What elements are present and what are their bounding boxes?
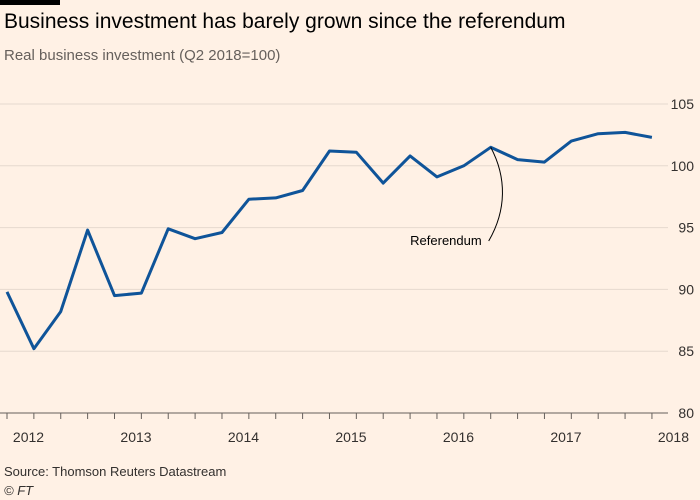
y-tick-label-95: 95 [678, 220, 694, 236]
source-note: Source: Thomson Reuters Datastream [4, 464, 227, 479]
x-tick-label-2012: 2012 [13, 429, 44, 445]
credit-note: © FT [4, 483, 34, 498]
y-tick-label-80: 80 [678, 405, 694, 421]
x-tick-label-2016: 2016 [443, 429, 474, 445]
line-chart: 80 85 90 95 100 105 2012 2013 2014 2015 2016 2017 20… [0, 96, 695, 445]
x-tick-label-2015: 2015 [335, 429, 366, 445]
x-tick-label-2014: 2014 [228, 429, 259, 445]
y-tick-label-105: 105 [671, 96, 695, 112]
x-tick-label-2013: 2013 [120, 429, 151, 445]
y-tick-label-85: 85 [678, 343, 694, 359]
y-tick-label-90: 90 [678, 281, 694, 297]
chart-title: Business investment has barely grown sin… [4, 10, 566, 33]
referendum-annotation: Referendum [410, 233, 482, 248]
y-tick-label-100: 100 [671, 158, 695, 174]
referendum-leader-line [488, 147, 503, 242]
x-tick-label-2018: 2018 [658, 429, 689, 445]
x-tick-label-2017: 2017 [550, 429, 581, 445]
ft-top-bar [0, 0, 60, 5]
chart-subtitle: Real business investment (Q2 2018=100) [4, 47, 281, 64]
series-line-0 [5, 130, 653, 351]
